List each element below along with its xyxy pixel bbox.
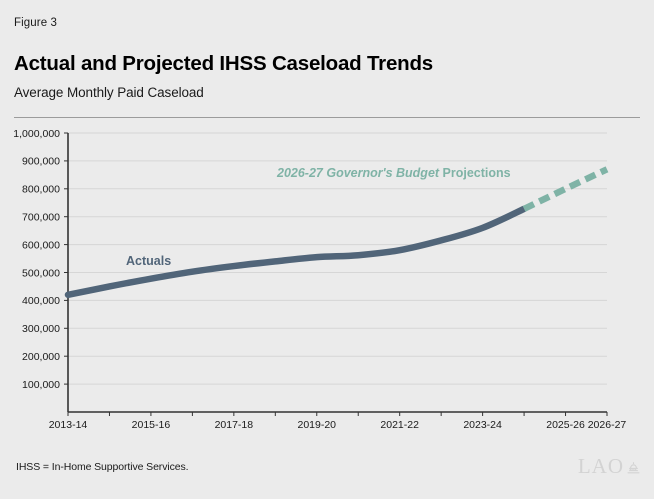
figure-subtitle: Average Monthly Paid Caseload [14,85,204,100]
y-axis-label: 200,000 [22,351,60,363]
y-axis-label: 700,000 [22,212,60,224]
y-axis-label: 600,000 [22,239,60,251]
actuals-label: Actuals [126,254,171,268]
x-axis-label: 2023-24 [463,419,502,429]
y-axis-label: 800,000 [22,184,60,196]
x-axis-labels-group: 2013-14 2015-16 2017-18 2019-20 2021-22 2023-… [49,419,627,429]
y-axis-label: 100,000 [22,379,60,391]
x-axis-label: 2026-27 [588,419,627,429]
x-axis-label: 2015-16 [132,419,171,429]
projections-label-italic: 2026-27 Governor's Budget [276,166,440,180]
y-axis-label: 900,000 [22,156,60,168]
y-axis-label: 500,000 [22,267,60,279]
actuals-series-line [64,205,528,299]
figure-number: Figure 3 [14,17,57,29]
projections-label: 2026-27 Governor's Budget Projections [276,166,511,180]
x-axis-label: 2017-18 [215,419,254,429]
capitol-dome-icon [627,462,640,474]
y-axis-labels-group: 100,000 200,000 300,000 400,000 500,000 600,0… [13,128,60,391]
header-divider [14,117,640,118]
footnote-text: IHSS = In-Home Supportive Services. [16,461,189,473]
x-axis-label: 2013-14 [49,419,88,429]
x-axis-label: 2025-26 [546,419,585,429]
lao-logo: LAO [578,456,642,477]
line-chart: 100,000 200,000 300,000 400,000 500,000 600,0… [13,128,627,429]
projections-label-roman: Projections [439,166,511,180]
x-axis-label: 2021-22 [380,419,419,429]
y-axis-label: 300,000 [22,323,60,335]
figure-title: Actual and Projected IHSS Caseload Trend… [14,52,434,75]
lao-logo-text: LAO [577,454,624,478]
chart-plot-area: 100,000 200,000 300,000 400,000 500,000 600,0… [0,124,654,429]
y-axis-label: 1,000,000 [13,128,60,140]
gridlines-group [68,132,607,385]
x-axis-label: 2019-20 [297,419,336,429]
projection-series-line [522,166,609,212]
y-axis-label: 400,000 [22,295,60,307]
